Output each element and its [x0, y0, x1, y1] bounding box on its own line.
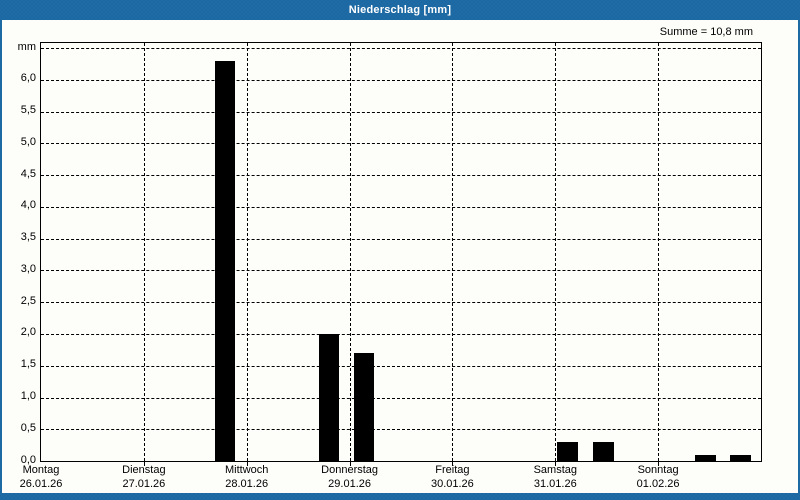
x-day-label: Donnerstag: [321, 464, 379, 476]
plot-area: [40, 42, 762, 466]
y-tick-label: 0,0: [20, 453, 36, 466]
x-day-label: Mittwoch: [224, 464, 269, 476]
h-gridline: [41, 48, 761, 49]
x-date-label: 28.01.26: [225, 478, 269, 490]
y-tick-label: 1,5: [20, 358, 36, 371]
y-tick-label: 4,5: [20, 167, 36, 180]
y-tick-label: 3,5: [20, 231, 36, 244]
x-axis-tick: [452, 462, 454, 466]
precip-bar: [353, 353, 375, 461]
sum-label: Summe = 10,8 mm: [659, 26, 753, 38]
x-day-label: Dienstag: [122, 464, 166, 476]
precip-bar: [593, 441, 614, 461]
y-tick-label: 1,0: [20, 390, 36, 402]
v-gridline: [452, 43, 454, 461]
y-tick-label: 4,0: [20, 199, 36, 212]
x-axis-tick: [658, 462, 660, 466]
y-axis-unit-label: mm: [17, 40, 36, 53]
x-axis-tick: [349, 462, 351, 466]
v-gridline: [658, 43, 660, 461]
h-gridline: [41, 111, 761, 113]
h-gridline: [41, 175, 761, 177]
h-gridline: [41, 79, 761, 81]
h-gridline: [41, 238, 761, 240]
y-tick-label: 2,5: [20, 294, 36, 307]
h-gridline: [41, 143, 761, 145]
x-axis-tick: [555, 462, 557, 466]
h-gridline: [41, 397, 761, 399]
x-day-label: Samstag: [533, 464, 577, 476]
window-title: Niederschlag [mm]: [348, 4, 452, 16]
x-day-label: Sonntag: [637, 464, 679, 476]
y-tick-label: 0,5: [20, 421, 36, 434]
x-date-label: 26.01.26: [19, 478, 63, 490]
chart-canvas: Summe = 10,8 mm 0,0 0,5 1,0 1,5 2,0 2,5 3,0 3,5…: [2, 20, 798, 493]
h-gridline: [41, 206, 761, 208]
h-gridline: [41, 333, 761, 335]
x-date-label: 01.02.26: [636, 478, 680, 490]
x-axis-tick: [246, 462, 248, 466]
y-tick-label: 6,0: [20, 72, 36, 85]
v-gridline: [349, 43, 351, 461]
x-day-label: Montag: [22, 464, 60, 476]
y-tick-label: 5,5: [20, 104, 36, 116]
v-gridline: [555, 43, 557, 461]
x-axis-tick: [143, 462, 145, 466]
x-date-label: 29.01.26: [328, 478, 371, 490]
precip-bar: [730, 454, 751, 461]
precip-bar: [695, 454, 716, 461]
precip-bar: [318, 333, 340, 461]
y-tick-label: 3,0: [20, 262, 36, 275]
x-date-label: 27.01.26: [122, 478, 166, 490]
x-date-label: 31.01.26: [533, 478, 577, 490]
y-tick-label: 2,0: [20, 326, 36, 339]
title-bar: Niederschlag [mm]: [0, 0, 800, 20]
h-gridline: [41, 429, 761, 431]
v-gridline: [143, 43, 145, 461]
h-gridline: [41, 270, 761, 272]
precip-bar: [557, 441, 578, 461]
h-gridline: [41, 365, 761, 367]
h-gridline: [41, 302, 761, 304]
precip-bar: [214, 60, 236, 461]
x-day-label: Freitag: [435, 464, 470, 476]
y-tick-label: 5,0: [20, 135, 36, 148]
x-date-label: 30.01.26: [430, 478, 474, 490]
v-gridline: [246, 43, 248, 461]
